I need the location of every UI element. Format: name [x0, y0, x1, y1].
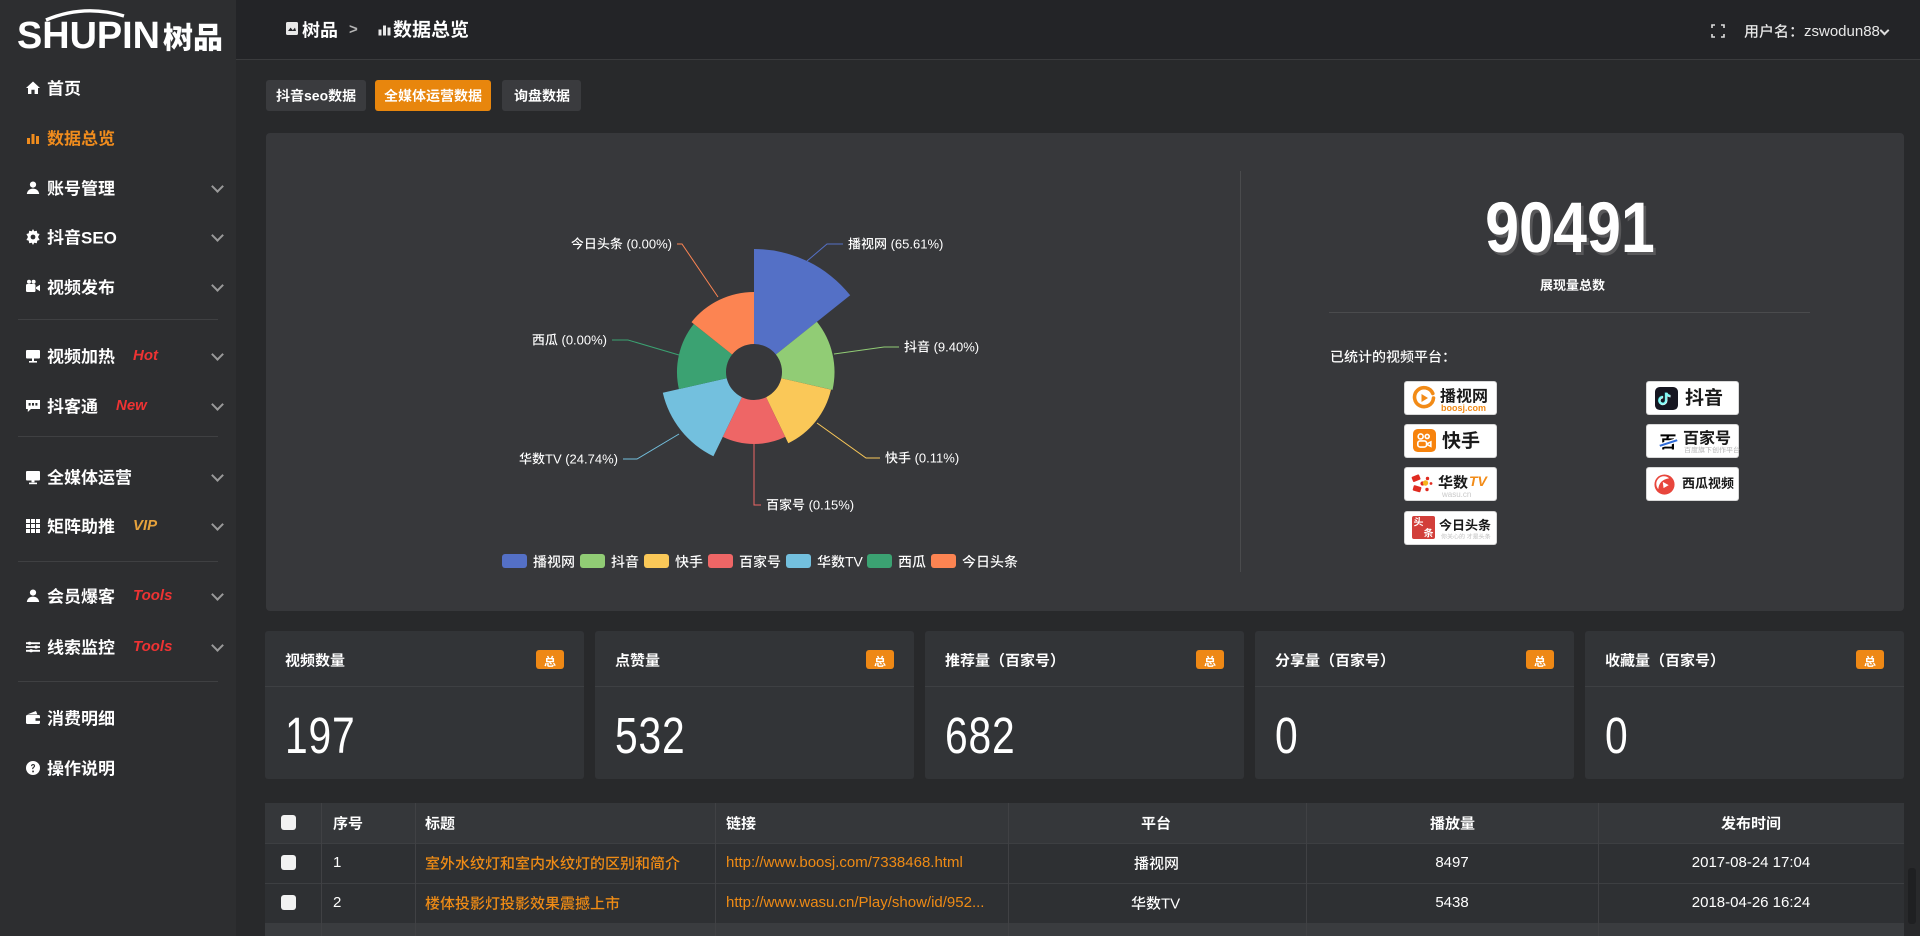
svg-text:SHUPIN: SHUPIN — [17, 15, 160, 56]
svg-text:TV: TV — [845, 554, 864, 570]
svg-text:seo: seo — [304, 88, 328, 104]
svg-text:TV: TV — [1161, 896, 1180, 913]
svg-text:SEO: SEO — [81, 229, 117, 248]
